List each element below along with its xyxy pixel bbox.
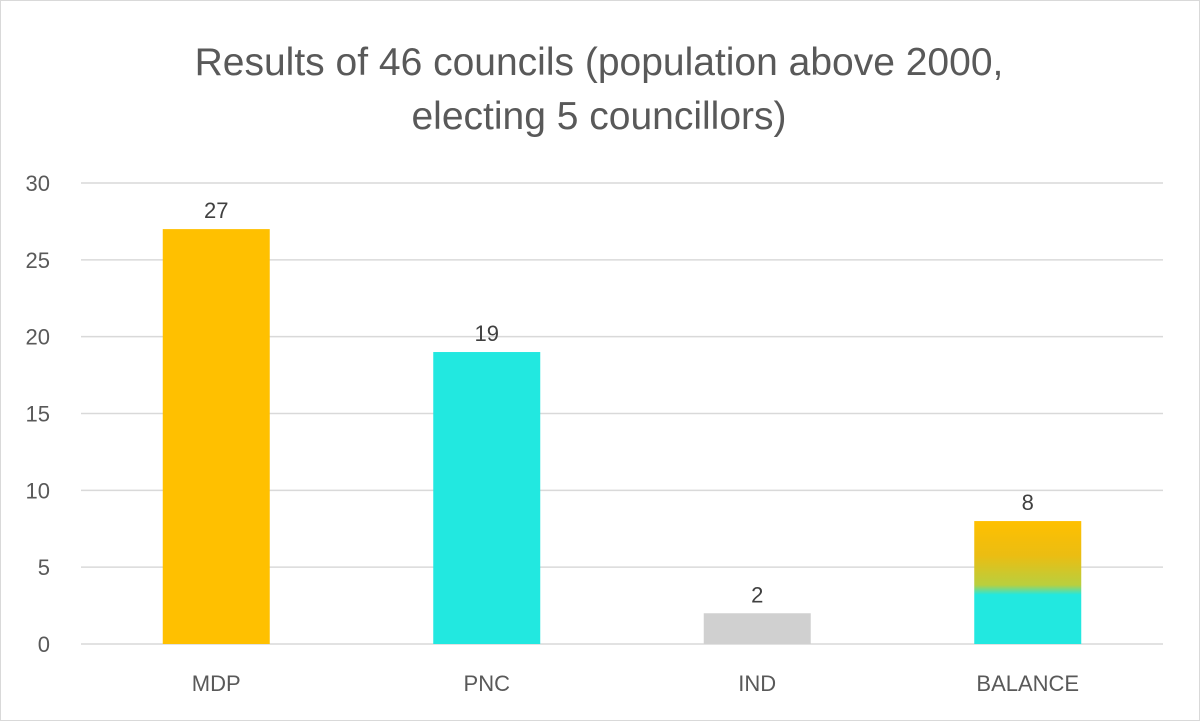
- y-tick-label-25: 25: [26, 248, 50, 273]
- x-tick-label-ind: IND: [738, 671, 776, 696]
- y-tick-label-10: 10: [26, 478, 50, 503]
- data-label-pnc: 19: [475, 321, 499, 346]
- bar-ind: [703, 613, 811, 644]
- data-labels: 27 19 2 8: [204, 198, 1034, 607]
- x-tick-label-balance: BALANCE: [976, 671, 1079, 696]
- data-label-ind: 2: [751, 582, 763, 607]
- y-tick-label-15: 15: [26, 402, 50, 427]
- y-tick-label-5: 5: [38, 555, 50, 580]
- y-tick-label-0: 0: [38, 632, 50, 657]
- y-axis-ticks: 0 5 10 15 20 25 30: [26, 171, 50, 657]
- bar-balance: [974, 521, 1082, 644]
- bars: [162, 229, 1082, 644]
- x-axis-ticks: MDP PNC IND BALANCE: [192, 671, 1079, 696]
- bar-mdp: [162, 229, 270, 644]
- y-tick-label-20: 20: [26, 325, 50, 350]
- data-label-balance: 8: [1022, 490, 1034, 515]
- data-label-mdp: 27: [204, 198, 228, 223]
- y-tick-label-30: 30: [26, 171, 50, 196]
- chart-title-line-1: Results of 46 councils (population above…: [195, 41, 1004, 84]
- x-tick-label-pnc: PNC: [464, 671, 511, 696]
- chart-title-line-2: electing 5 councillors): [411, 95, 786, 138]
- x-tick-label-mdp: MDP: [192, 671, 241, 696]
- bar-pnc: [433, 352, 541, 644]
